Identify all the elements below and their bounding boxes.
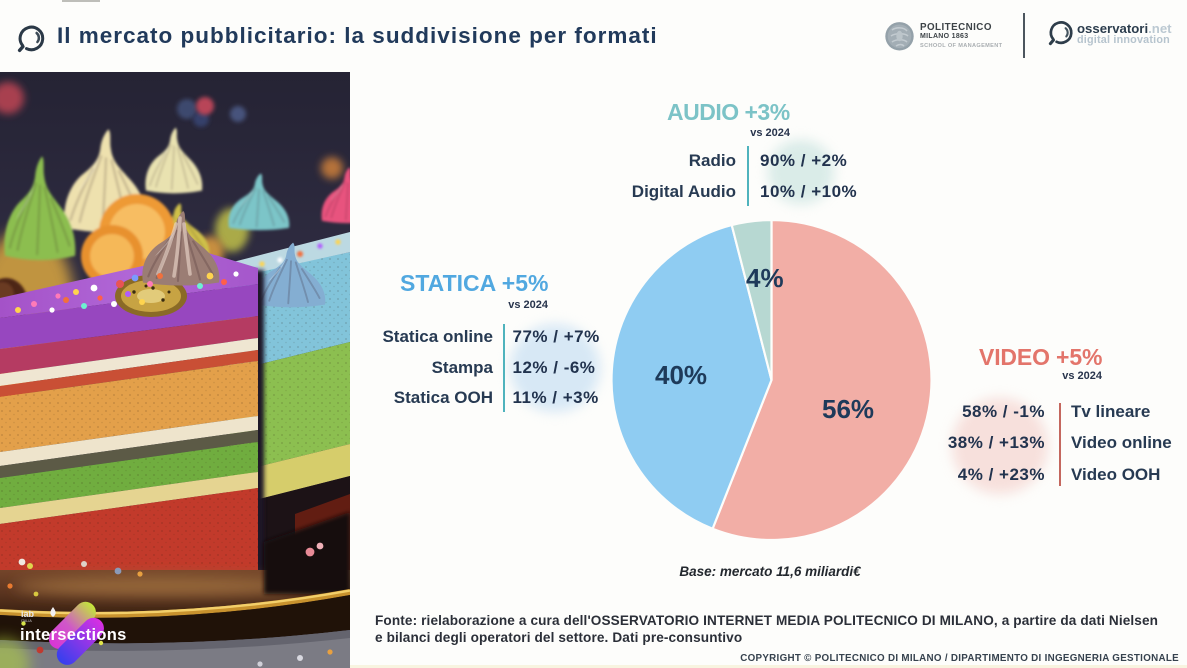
svg-text:iab: iab — [21, 609, 35, 619]
svg-text:intersections: intersections — [20, 626, 127, 644]
svg-text:ITALIA: ITALIA — [21, 619, 32, 623]
